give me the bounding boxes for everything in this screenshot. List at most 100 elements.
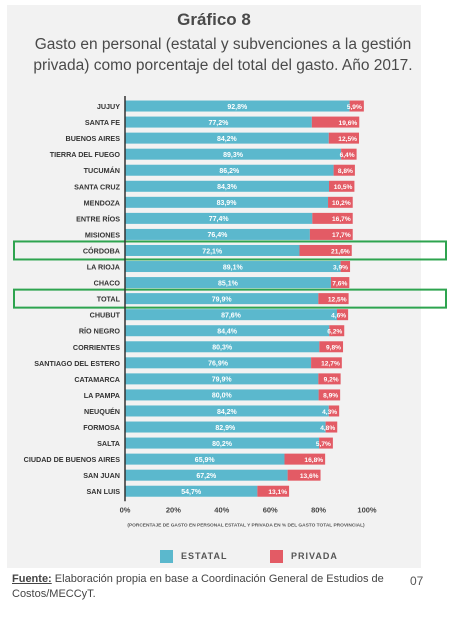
value-label-privada-la-rioja: 3,9%: [333, 264, 348, 271]
value-label-estatal-la-pampa: 80,0%: [212, 393, 233, 400]
value-label-privada-formosa: 4,8%: [320, 425, 335, 432]
value-label-estatal-cordoba: 72,1%: [202, 248, 223, 255]
value-label-estatal-total: 79,9%: [212, 296, 233, 303]
bar-estatal-formosa: [125, 421, 326, 433]
value-label-privada-la-pampa: 8,9%: [323, 393, 338, 400]
value-label-estatal-mendoza: 83,9%: [217, 200, 238, 207]
value-label-estatal-san-luis: 54,7%: [181, 489, 202, 496]
bar-privada-santiago-del-estero: [311, 357, 342, 369]
bar-estatal-entre-rios: [125, 212, 313, 224]
source-text: Elaboración propia en base a Coordinació…: [12, 573, 384, 600]
category-label-san-juan: SAN JUAN: [83, 471, 120, 480]
category-label-buenos-aires: BUENOS AIRES: [66, 134, 121, 143]
bar-estatal-santa-fe: [125, 116, 312, 128]
bar-privada-entre-rios: [312, 212, 353, 224]
value-label-estatal-ciudad-de-buenos-aires: 65,9%: [195, 457, 216, 464]
highlight-box-cordoba: [13, 240, 447, 261]
bar-privada-jujuy: [349, 100, 364, 112]
value-label-estatal-salta: 80,2%: [212, 441, 233, 448]
highlight-box-total: [13, 288, 447, 309]
value-label-estatal-tierra-del-fuego: 89,3%: [223, 152, 244, 159]
value-label-privada-mendoza: 10,2%: [332, 200, 351, 207]
value-label-estatal-misiones: 76,4%: [208, 232, 229, 239]
legend-label-privada: PRIVADA: [291, 550, 338, 561]
bar-estatal-chubut: [125, 309, 337, 321]
category-label-tierra-del-fuego: TIERRA DEL FUEGO: [50, 150, 121, 159]
value-label-estatal-neuquen: 84,2%: [217, 409, 238, 416]
value-label-privada-salta: 5,7%: [316, 441, 331, 448]
category-label-misiones: MISIONES: [85, 230, 120, 239]
bar-estatal-neuquen: [125, 405, 329, 417]
bar-privada-mendoza: [328, 196, 353, 208]
category-label-total: TOTAL: [97, 295, 121, 304]
bar-privada-la-pampa: [318, 389, 341, 401]
bar-privada-santa-fe: [311, 116, 360, 128]
value-label-estatal-santa-cruz: 84,3%: [217, 184, 238, 191]
category-label-santiago-del-estero: SANTIAGO DEL ESTERO: [34, 359, 120, 368]
value-label-privada-corrientes: 9,8%: [326, 345, 341, 352]
bar-privada-chubut: [336, 309, 349, 321]
page-number: 07: [410, 574, 424, 588]
category-label-jujuy: JUJUY: [97, 102, 120, 111]
bar-privada-formosa: [325, 421, 338, 433]
bar-estatal-jujuy: [125, 100, 350, 112]
x-tick-label: 20%: [166, 505, 181, 514]
bar-estatal-catamarca: [125, 373, 319, 385]
value-label-privada-total: 12,5%: [328, 296, 347, 303]
bar-estatal-tucuman: [125, 164, 334, 176]
value-label-privada-chaco: 7,6%: [332, 280, 347, 287]
bar-privada-corrientes: [319, 341, 344, 353]
legend-label-estatal: ESTATAL: [181, 550, 228, 561]
bar-privada-neuquen: [328, 405, 340, 417]
x-tick-label: 0%: [120, 505, 131, 514]
bar-privada-san-juan: [287, 469, 321, 481]
value-label-privada-cordoba: 21,6%: [331, 248, 350, 255]
value-label-estatal-santiago-del-estero: 76,9%: [208, 361, 229, 368]
bar-estatal-total: [125, 293, 319, 305]
category-label-formosa: FORMOSA: [83, 423, 120, 432]
category-label-mendoza: MENDOZA: [84, 198, 120, 207]
bar-privada-chaco: [330, 277, 350, 289]
bar-estatal-cordoba: [125, 244, 300, 256]
value-label-privada-san-luis: 13,1%: [268, 489, 287, 496]
x-tick-label: 40%: [214, 505, 229, 514]
value-label-estatal-rio-negro: 84,4%: [217, 329, 238, 336]
bar-estatal-chaco: [125, 277, 331, 289]
value-label-privada-tucuman: 8,8%: [338, 168, 353, 175]
bar-privada-ciudad-de-buenos-aires: [284, 453, 326, 465]
source-note: Fuente: Elaboración propia en base a Coo…: [12, 572, 392, 602]
value-label-estatal-santa-fe: 77,2%: [208, 120, 229, 127]
bar-estatal-misiones: [125, 228, 310, 240]
value-label-estatal-chaco: 85,1%: [218, 280, 239, 287]
value-label-privada-chubut: 4,6%: [331, 312, 346, 319]
value-label-estatal-chubut: 87,6%: [221, 312, 242, 319]
source-label: Fuente:: [12, 573, 52, 585]
bar-privada-la-rioja: [340, 261, 351, 273]
bar-estatal-san-luis: [125, 485, 258, 497]
bar-estatal-santiago-del-estero: [125, 357, 312, 369]
category-label-cordoba: CÓRDOBA: [83, 246, 120, 255]
bar-privada-total: [318, 293, 349, 305]
value-label-privada-santa-cruz: 10,5%: [334, 184, 353, 191]
category-label-entre-rios: ENTRE RÍOS: [76, 214, 120, 223]
value-label-privada-santiago-del-estero: 12,7%: [321, 361, 340, 368]
value-label-privada-santa-fe: 19,6%: [339, 120, 358, 127]
bar-estatal-salta: [125, 437, 320, 449]
x-tick-label: 60%: [263, 505, 278, 514]
bar-privada-rio-negro: [329, 325, 345, 337]
bar-estatal-san-juan: [125, 469, 288, 481]
bar-estatal-corrientes: [125, 341, 320, 353]
category-label-ciudad-de-buenos-aires: CIUDAD DE BUENOS AIRES: [24, 455, 121, 464]
category-label-la-rioja: LA RIOJA: [87, 263, 120, 272]
value-label-estatal-jujuy: 92,8%: [227, 104, 248, 111]
value-label-privada-ciudad-de-buenos-aires: 16,8%: [304, 457, 323, 464]
value-label-privada-jujuy: 5,9%: [347, 104, 362, 111]
bar-estatal-mendoza: [125, 196, 329, 208]
bar-estatal-rio-negro: [125, 325, 330, 337]
bar-privada-tierra-del-fuego: [341, 148, 357, 160]
value-label-privada-buenos-aires: 12,5%: [338, 136, 357, 143]
chart-subtitle: Gasto en personal (estatal y subvencione…: [33, 36, 413, 74]
value-label-privada-neuquen: 4,3%: [322, 409, 337, 416]
value-label-privada-entre-rios: 16,7%: [332, 216, 351, 223]
legend-swatch-privada: [270, 550, 283, 563]
